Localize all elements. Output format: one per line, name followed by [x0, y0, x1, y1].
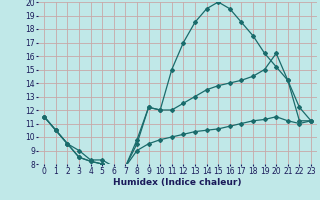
X-axis label: Humidex (Indice chaleur): Humidex (Indice chaleur) — [113, 178, 242, 187]
